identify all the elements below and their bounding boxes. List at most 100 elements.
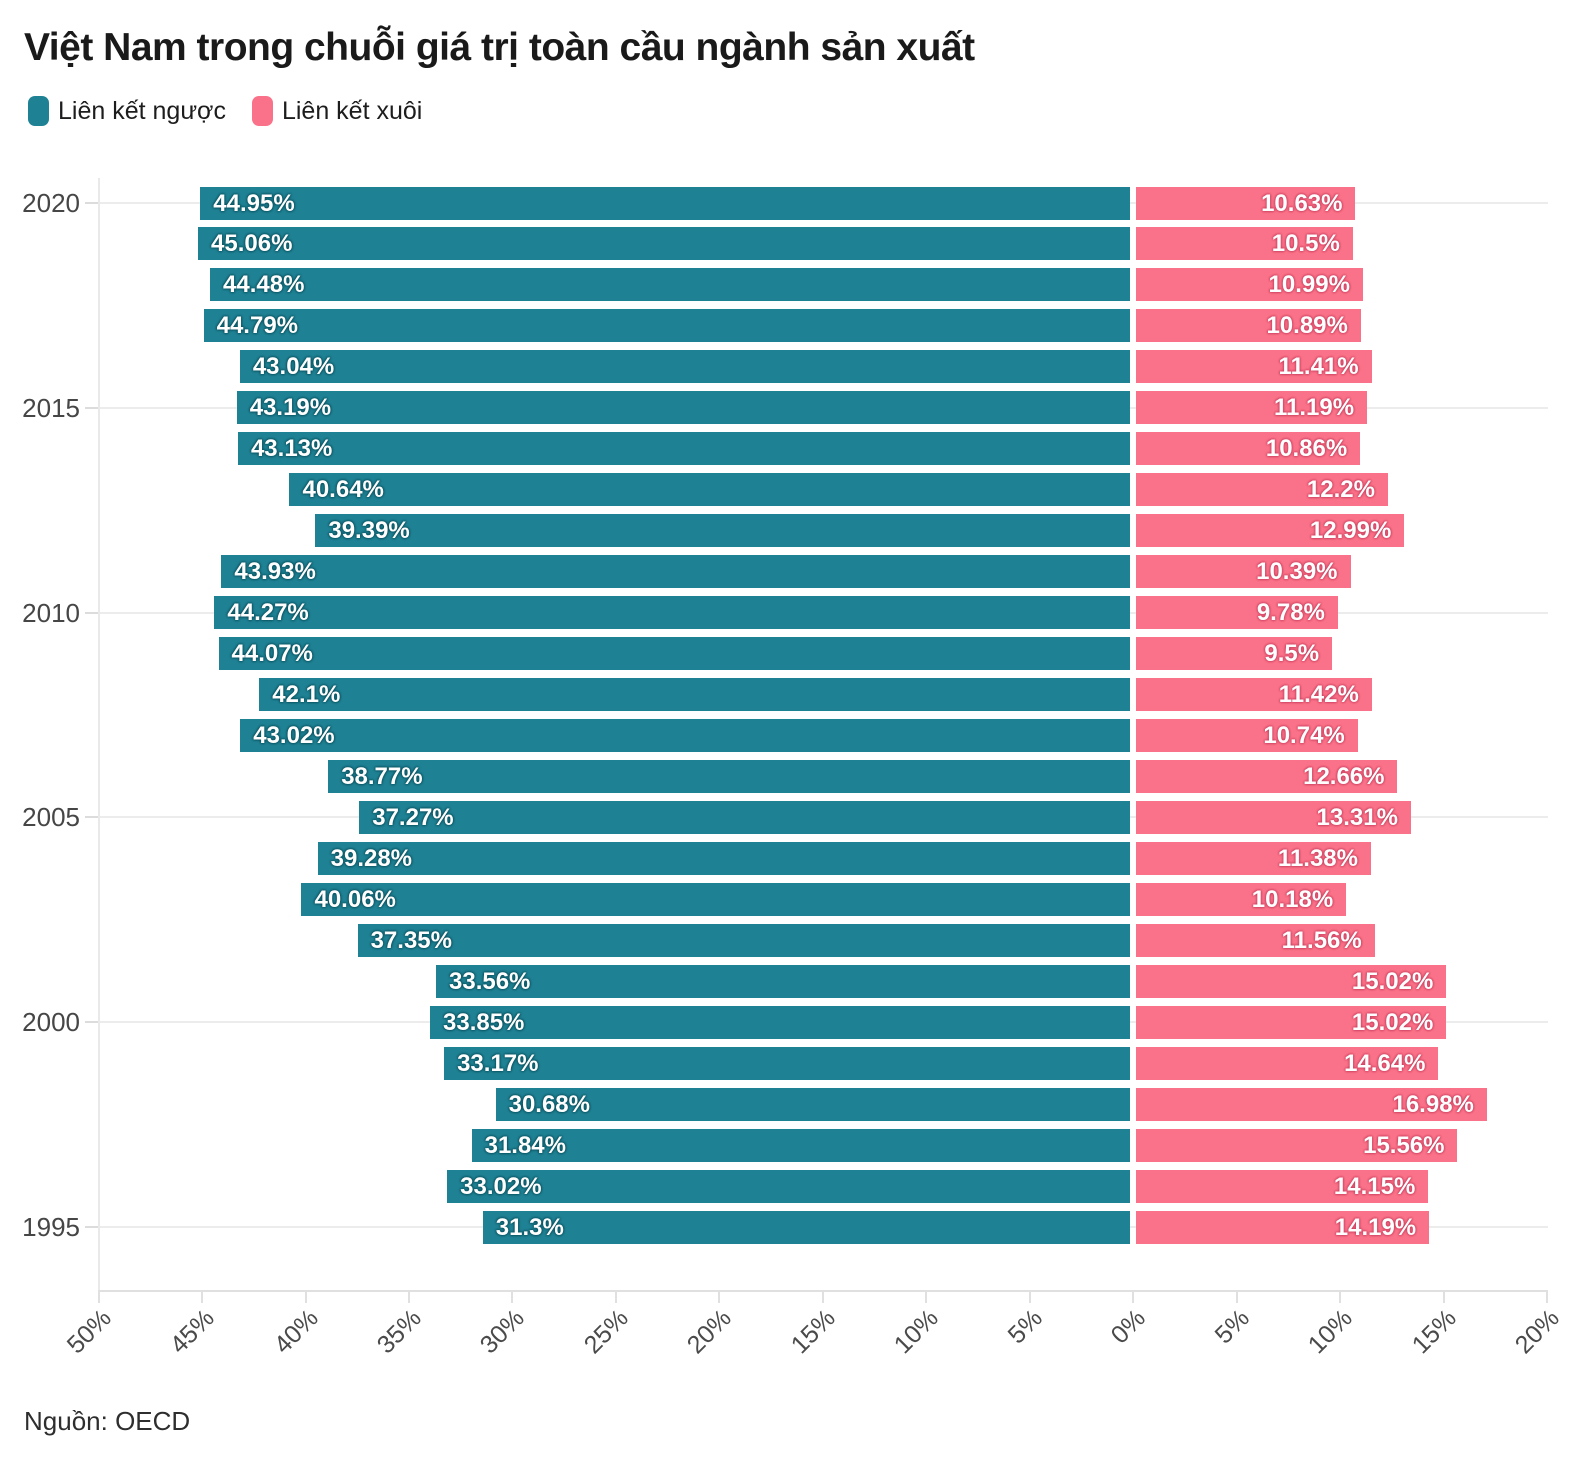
bar-value-label-backward-2015: 43.19% — [249, 394, 332, 422]
bar-value-label-forward-2019: 10.5% — [1271, 230, 1340, 258]
x-axis-tick-12 — [1339, 1290, 1342, 1303]
bar-forward-2016[interactable] — [1135, 350, 1372, 384]
x-axis-tick-11 — [1235, 1290, 1238, 1303]
x-axis-tick-10 — [1132, 1290, 1135, 1303]
legend-item-forward[interactable]: Liên kết xuôi — [251, 96, 422, 126]
bar-forward-2011[interactable] — [1135, 555, 1351, 589]
bar-backward-2002[interactable] — [357, 923, 1131, 957]
bar-backward-2005[interactable] — [359, 800, 1131, 834]
year-tick-2005 — [85, 816, 98, 819]
x-axis-tick-label-2: 40% — [268, 1304, 324, 1360]
bar-value-label-forward-1995: 14.19% — [1334, 1213, 1417, 1241]
bar-forward-2010[interactable] — [1135, 596, 1338, 630]
year-tick-1995 — [85, 1226, 98, 1228]
bar-value-label-forward-2007: 10.74% — [1263, 721, 1345, 749]
bar-value-label-backward-1998: 30.68% — [508, 1090, 590, 1118]
x-axis-tick-1 — [201, 1290, 204, 1303]
x-axis-tick-label-1: 45% — [164, 1304, 220, 1360]
bar-backward-2011[interactable] — [221, 555, 1131, 589]
bar-value-label-forward-2004: 11.38% — [1277, 844, 1358, 872]
bar-forward-2017[interactable] — [1135, 309, 1361, 343]
x-axis-tick-label-12: 10% — [1302, 1304, 1359, 1360]
year-label-2020: 2020 — [22, 188, 80, 218]
bar-backward-2016[interactable] — [239, 350, 1131, 384]
bar-forward-1996[interactable] — [1135, 1169, 1429, 1203]
bar-forward-2015[interactable] — [1135, 391, 1368, 425]
bar-forward-2001[interactable] — [1135, 964, 1447, 998]
x-axis-tick-4 — [511, 1290, 514, 1303]
bar-backward-2003[interactable] — [301, 882, 1131, 916]
bar-backward-2017[interactable] — [203, 309, 1131, 343]
bar-value-label-forward-1996: 14.15% — [1333, 1172, 1416, 1200]
bar-forward-2013[interactable] — [1135, 473, 1388, 507]
bar-backward-2018[interactable] — [210, 268, 1131, 302]
bar-forward-2012[interactable] — [1135, 514, 1405, 548]
year-label-2005: 2005 — [22, 802, 80, 833]
bar-backward-2008[interactable] — [259, 678, 1131, 712]
bar-value-label-forward-2012: 12.99% — [1309, 517, 1392, 545]
bar-backward-2013[interactable] — [289, 473, 1131, 507]
bar-backward-2010[interactable] — [214, 596, 1131, 630]
bar-backward-2007[interactable] — [240, 718, 1131, 752]
bar-forward-1999[interactable] — [1135, 1046, 1439, 1080]
bar-backward-2000[interactable] — [430, 1005, 1131, 1039]
legend-label-backward: Liên kết ngược — [58, 96, 226, 125]
bar-forward-2004[interactable] — [1135, 841, 1371, 875]
bar-value-label-backward-2003: 40.06% — [314, 885, 396, 913]
x-axis-tick-14 — [1546, 1290, 1549, 1303]
bar-forward-2005[interactable] — [1135, 800, 1411, 834]
bar-forward-1997[interactable] — [1135, 1128, 1458, 1162]
bar-forward-2007[interactable] — [1135, 718, 1358, 752]
x-axis-tick-label-14: 20% — [1509, 1304, 1565, 1360]
bar-value-label-forward-2008: 11.42% — [1278, 681, 1359, 709]
year-tick-2020 — [85, 202, 98, 204]
bar-backward-1999[interactable] — [444, 1046, 1131, 1080]
bar-value-label-forward-2001: 15.02% — [1351, 967, 1434, 995]
bar-value-label-backward-2019: 45.06% — [211, 230, 293, 258]
bar-value-label-backward-2007: 43.02% — [253, 721, 335, 749]
bar-backward-2020[interactable] — [200, 186, 1131, 220]
x-axis-tick-label-0: 50% — [61, 1304, 117, 1360]
bar-backward-2001[interactable] — [436, 964, 1131, 998]
bar-value-label-backward-1997: 31.84% — [484, 1131, 566, 1159]
bar-value-label-forward-2006: 12.66% — [1303, 762, 1385, 790]
bar-value-label-forward-2005: 13.31% — [1316, 803, 1398, 831]
bar-forward-1995[interactable] — [1135, 1210, 1430, 1244]
bar-backward-2015[interactable] — [236, 391, 1131, 425]
bar-value-label-forward-1999: 14.64% — [1344, 1049, 1426, 1077]
bar-value-label-backward-2001: 33.56% — [449, 967, 531, 995]
bar-backward-1998[interactable] — [495, 1087, 1131, 1121]
bar-backward-1997[interactable] — [471, 1128, 1131, 1162]
bar-value-label-forward-2015: 11.19% — [1274, 394, 1355, 422]
bar-forward-2018[interactable] — [1135, 268, 1363, 302]
bar-backward-2004[interactable] — [317, 841, 1131, 875]
bar-value-label-backward-2000: 33.85% — [443, 1008, 525, 1036]
bar-forward-2003[interactable] — [1135, 882, 1347, 916]
bar-forward-1998[interactable] — [1135, 1087, 1487, 1121]
bar-backward-1995[interactable] — [482, 1210, 1131, 1244]
bar-forward-2006[interactable] — [1135, 759, 1398, 793]
bar-forward-2019[interactable] — [1135, 227, 1353, 261]
bar-backward-2012[interactable] — [315, 514, 1131, 548]
x-axis-tick-5 — [614, 1290, 617, 1303]
bar-value-label-backward-1999: 33.17% — [457, 1049, 539, 1077]
x-axis-tick-2 — [304, 1290, 307, 1303]
bar-value-label-backward-1995: 31.3% — [495, 1213, 564, 1241]
bar-backward-2009[interactable] — [218, 637, 1131, 671]
bar-forward-2008[interactable] — [1135, 678, 1372, 712]
bar-forward-2002[interactable] — [1135, 923, 1375, 957]
bar-forward-2020[interactable] — [1135, 186, 1356, 220]
bar-forward-2009[interactable] — [1135, 637, 1333, 671]
legend-item-backward[interactable]: Liên kết ngược — [28, 96, 226, 126]
bar-forward-2014[interactable] — [1135, 432, 1361, 466]
x-axis-tick-label-4: 30% — [475, 1304, 531, 1360]
legend-swatch-backward — [28, 96, 49, 126]
bar-backward-2006[interactable] — [328, 759, 1131, 793]
bar-backward-2019[interactable] — [198, 227, 1131, 261]
bar-backward-2014[interactable] — [237, 432, 1131, 466]
bar-forward-2000[interactable] — [1135, 1005, 1447, 1039]
bar-value-label-backward-2005: 37.27% — [372, 803, 454, 831]
bar-value-label-forward-2014: 10.86% — [1265, 435, 1348, 463]
bar-backward-1996[interactable] — [447, 1169, 1131, 1203]
